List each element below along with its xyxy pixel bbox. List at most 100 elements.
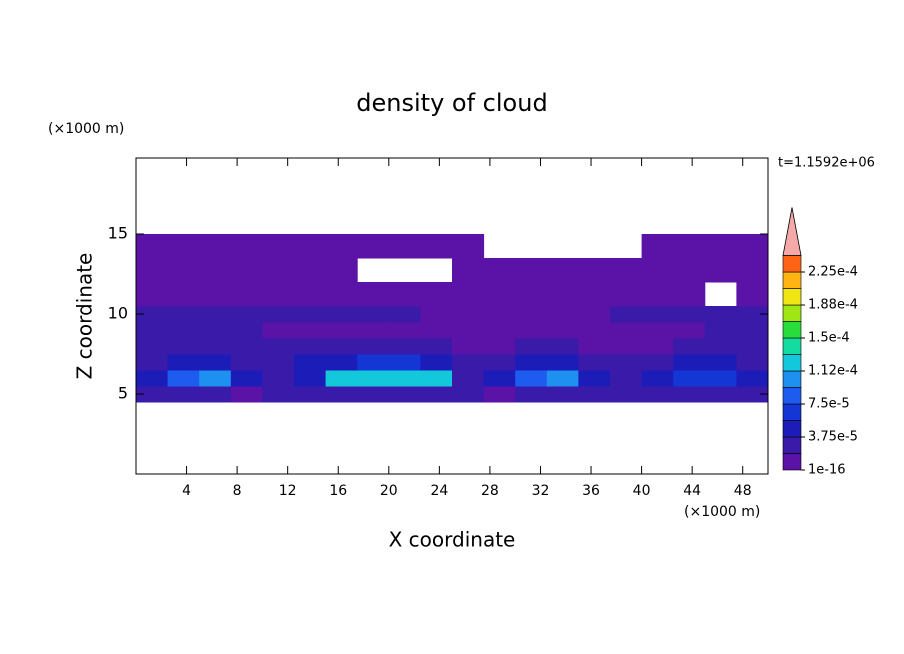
colorbar-band: [782, 255, 802, 273]
contour-cell: [325, 234, 358, 259]
contour-cell: [704, 306, 737, 323]
contour-cell: [610, 338, 643, 355]
contour-cell: [736, 386, 769, 403]
contour-cell: [673, 234, 706, 259]
contour-cell: [325, 322, 358, 339]
contour-cell: [704, 354, 737, 371]
contour-cell: [610, 282, 643, 307]
contour-cell: [452, 234, 485, 259]
contour-cell: [483, 258, 516, 283]
contour-cell: [736, 354, 769, 371]
contour-cell: [230, 386, 263, 403]
contour-cell: [546, 282, 579, 307]
contour-cell: [230, 258, 263, 283]
contour-cell: [673, 282, 706, 307]
contour-cell: [420, 386, 453, 403]
contour-cell: [736, 306, 769, 323]
contour-cell: [578, 322, 611, 339]
contour-cell: [136, 322, 169, 339]
contour-cell: [325, 354, 358, 371]
y-tick-label: 15: [108, 224, 128, 243]
contour-cell: [515, 282, 548, 307]
contour-cell: [452, 386, 485, 403]
contour-cell: [357, 234, 390, 259]
contour-cell: [673, 338, 706, 355]
colorbar-band: [782, 321, 802, 339]
contour-cell: [199, 258, 232, 283]
contour-cell: [515, 354, 548, 371]
contour-cell: [673, 386, 706, 403]
colorbar-band: [782, 370, 802, 388]
contour-cell: [230, 338, 263, 355]
colorbar-band: [782, 387, 802, 405]
contour-cell: [483, 354, 516, 371]
contour-cell: [546, 258, 579, 283]
x-tick-label: 24: [430, 483, 448, 499]
contour-cell: [483, 370, 516, 387]
contour-cell: [325, 282, 358, 307]
contour-cell: [167, 258, 200, 283]
contour-cell: [325, 370, 358, 387]
contour-cell: [483, 386, 516, 403]
contour-cell: [325, 386, 358, 403]
contour-cell: [230, 306, 263, 323]
contour-cell: [388, 338, 421, 355]
contour-cell: [262, 234, 295, 259]
contour-cell: [357, 338, 390, 355]
x-tick-label: 16: [329, 483, 347, 499]
x-tick-label: 20: [380, 483, 398, 499]
contour-cell: [136, 282, 169, 307]
colorbar-band: [782, 403, 802, 421]
y-tick-label: 5: [118, 384, 128, 403]
contour-cell: [357, 322, 390, 339]
contour-cell: [546, 322, 579, 339]
contour-cell: [578, 306, 611, 323]
contour-cell: [452, 306, 485, 323]
contour-cell: [483, 306, 516, 323]
contour-cell: [546, 338, 579, 355]
contour-cell: [199, 282, 232, 307]
colorbar-band: [782, 354, 802, 372]
contour-cell: [294, 234, 327, 259]
contour-cell: [704, 386, 737, 403]
contour-cell: [641, 258, 674, 283]
contour-cell: [294, 354, 327, 371]
contour-cell: [641, 322, 674, 339]
contour-cell: [199, 322, 232, 339]
plot-frame: [135, 157, 769, 475]
contour-cell: [704, 234, 737, 259]
contour-cell: [420, 322, 453, 339]
contour-cell: [641, 370, 674, 387]
contour-cell: [673, 354, 706, 371]
contour-cell: [736, 234, 769, 259]
contour-cell: [578, 338, 611, 355]
contour-cell: [452, 282, 485, 307]
contour-cell: [294, 306, 327, 323]
colorbar-tick-label: 7.5e-5: [808, 397, 850, 412]
y-tick-label: 10: [108, 304, 128, 323]
contour-cell: [262, 322, 295, 339]
colorbar-tick-label: 2.25e-4: [808, 265, 858, 280]
contour-cell: [167, 306, 200, 323]
contour-cell: [546, 354, 579, 371]
x-tick-label: 12: [279, 483, 297, 499]
contour-cell: [452, 322, 485, 339]
time-annotation: t=1.1592e+06: [778, 156, 875, 171]
colorbar-tick-label: 1.5e-4: [808, 331, 850, 346]
contour-cell: [610, 354, 643, 371]
contour-cell: [704, 322, 737, 339]
contour-cell: [167, 338, 200, 355]
contour-cell: [641, 234, 674, 259]
contour-cell: [736, 258, 769, 283]
chart-title: density of cloud: [356, 89, 547, 117]
contour-cell: [357, 386, 390, 403]
contour-cell: [673, 322, 706, 339]
contour-cell: [167, 386, 200, 403]
contour-cell: [262, 306, 295, 323]
contour-cell: [325, 306, 358, 323]
contour-cell: [515, 338, 548, 355]
contour-cell: [262, 354, 295, 371]
contour-cell: [262, 386, 295, 403]
contour-cell: [230, 370, 263, 387]
